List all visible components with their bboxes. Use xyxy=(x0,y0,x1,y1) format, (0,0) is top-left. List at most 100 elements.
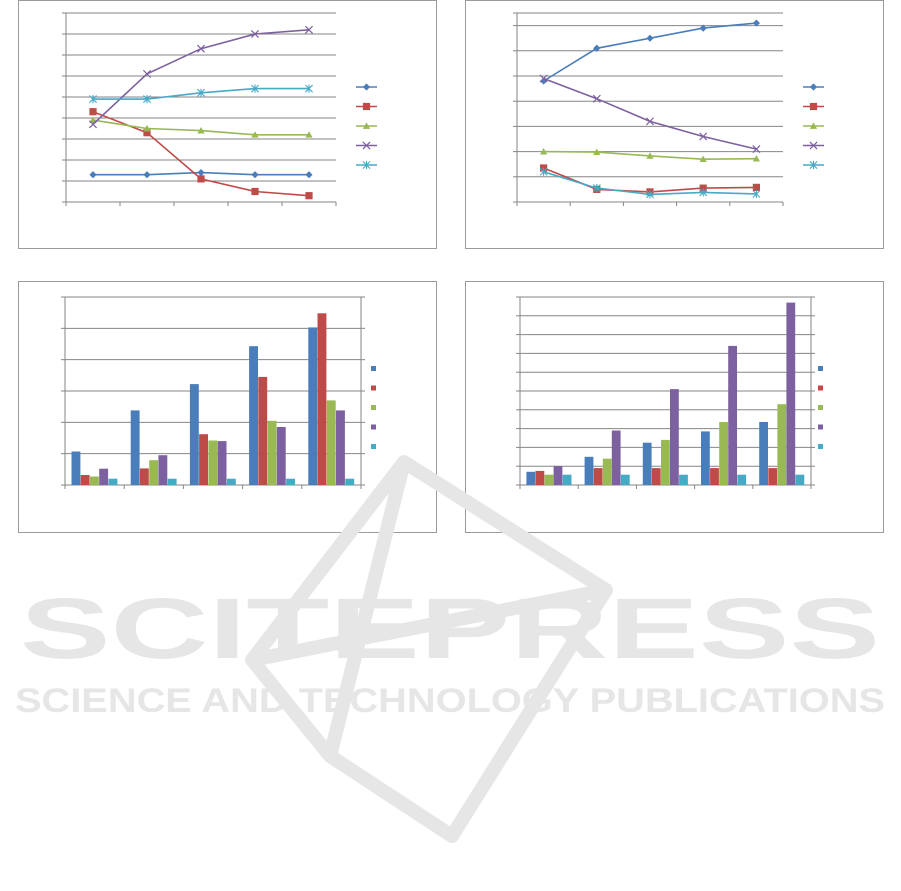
bar xyxy=(602,458,612,485)
bar xyxy=(90,476,99,485)
data-point xyxy=(250,29,260,39)
bar xyxy=(139,468,149,485)
data-point xyxy=(143,171,151,179)
legend-marker xyxy=(809,83,818,91)
bar xyxy=(308,327,318,485)
data-point xyxy=(88,120,98,129)
legend-swatch xyxy=(818,444,823,449)
bar xyxy=(258,376,268,485)
bar xyxy=(620,474,630,485)
bar xyxy=(661,439,670,485)
bar xyxy=(317,313,327,485)
line-chart-top-left xyxy=(18,0,437,249)
bar xyxy=(777,404,787,485)
data-point xyxy=(304,25,314,34)
bar xyxy=(189,384,199,485)
bar xyxy=(526,471,536,485)
bar xyxy=(768,468,778,485)
data-point xyxy=(752,189,761,199)
legend-swatch xyxy=(371,424,376,430)
bar xyxy=(130,410,140,485)
bar-chart-bottom-right-plot xyxy=(516,296,823,489)
data-point xyxy=(752,183,760,191)
bar xyxy=(535,470,545,485)
bar xyxy=(593,468,603,485)
bar xyxy=(642,442,652,485)
legend-swatch xyxy=(818,385,823,391)
bar xyxy=(80,475,90,485)
data-point xyxy=(89,108,97,116)
bar xyxy=(326,400,336,485)
legend-swatch xyxy=(371,444,376,449)
bar xyxy=(158,455,168,485)
scitepress-watermark: SCITEPRESS SCIENCE AND TECHNOLOGY PUBLIC… xyxy=(0,440,901,886)
bar xyxy=(679,474,688,485)
legend-swatch xyxy=(371,366,376,371)
bar xyxy=(286,478,295,485)
series-line xyxy=(92,110,310,197)
legend-marker xyxy=(362,83,371,91)
bar xyxy=(99,468,109,485)
bar-chart-bottom-left xyxy=(18,281,437,533)
bar xyxy=(336,410,345,485)
data-point xyxy=(143,95,151,104)
data-point xyxy=(197,88,205,97)
bar xyxy=(795,474,805,485)
data-point xyxy=(646,152,654,159)
data-point xyxy=(593,148,601,155)
bar xyxy=(276,427,286,485)
series-line xyxy=(92,29,310,125)
watermark-tagline: SCIENCE AND TECHNOLOGY PUBLICATIONS xyxy=(15,682,885,720)
data-point xyxy=(645,117,655,126)
data-point xyxy=(305,192,313,200)
data-point xyxy=(197,175,205,183)
data-point xyxy=(592,184,601,193)
legend-swatch xyxy=(371,385,376,391)
data-point xyxy=(143,129,151,137)
bar xyxy=(208,440,218,485)
data-point xyxy=(89,171,97,179)
legend-swatch xyxy=(818,424,823,430)
bar-chart-bottom-right xyxy=(465,281,884,533)
bar xyxy=(544,474,554,485)
data-point xyxy=(699,188,708,197)
data-point xyxy=(89,116,97,123)
data-point xyxy=(699,155,707,163)
data-point xyxy=(251,84,259,93)
data-point xyxy=(540,148,548,155)
line-chart-top-left-plot xyxy=(62,12,377,206)
line-chart-top-right xyxy=(465,0,884,249)
bar xyxy=(562,474,572,485)
bar xyxy=(108,478,118,485)
data-point xyxy=(305,131,313,138)
data-point xyxy=(752,155,760,162)
bar xyxy=(217,441,227,485)
data-point xyxy=(89,95,97,104)
data-point xyxy=(699,132,708,141)
bar xyxy=(199,434,208,485)
bar xyxy=(167,478,177,485)
legend-marker xyxy=(809,160,818,170)
bar xyxy=(226,478,236,485)
legend-marker xyxy=(809,122,818,129)
legend-marker xyxy=(809,102,818,111)
legend-marker xyxy=(362,102,371,111)
line-chart-top-right-plot xyxy=(513,12,824,206)
data-point xyxy=(752,145,761,154)
bar xyxy=(710,468,719,485)
bar xyxy=(759,422,768,485)
bar xyxy=(719,422,728,485)
watermark-brand: SCITEPRESS xyxy=(20,581,880,677)
legend-marker xyxy=(809,141,818,150)
legend-swatch xyxy=(818,366,823,371)
data-point xyxy=(142,69,152,78)
bar xyxy=(584,456,594,485)
data-point xyxy=(251,187,259,196)
bar xyxy=(553,466,563,485)
series-line xyxy=(543,167,757,193)
series-line xyxy=(543,77,757,150)
data-point xyxy=(305,84,313,93)
bar xyxy=(737,474,747,485)
bar xyxy=(701,431,710,485)
bar xyxy=(651,468,661,485)
